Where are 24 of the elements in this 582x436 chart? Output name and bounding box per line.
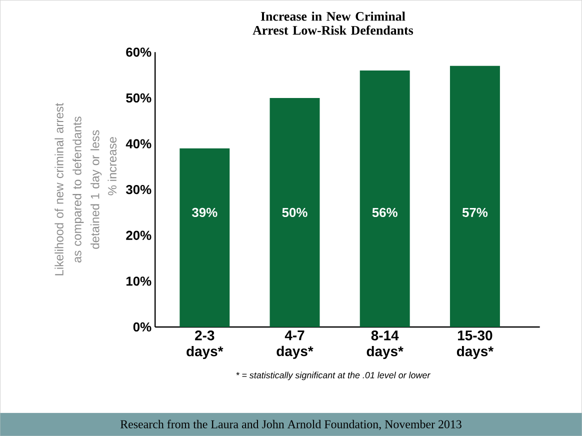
y-tick-label: 60% xyxy=(126,48,152,57)
bar xyxy=(450,66,500,327)
data-label: 50% xyxy=(282,208,308,217)
y-axis-title: Likelihood of new criminal arrest as compared to defendants detained 1 day or less xyxy=(54,102,102,276)
x-tick-label: 4-7 days* xyxy=(276,330,314,359)
bar xyxy=(270,98,320,327)
bar xyxy=(360,70,410,327)
x-tick-label: 8-14 days* xyxy=(366,330,404,359)
data-label: 39% xyxy=(192,208,218,218)
y-tick-label: 30% xyxy=(126,184,152,194)
x-tick-label: 2-3 days* xyxy=(186,330,224,359)
y-tick-label: 0% xyxy=(133,322,152,332)
y-tick-label: 10% xyxy=(126,276,152,286)
y-tick-label: 40% xyxy=(126,139,152,148)
y-tick-label: 20% xyxy=(126,230,152,240)
data-label: 57% xyxy=(462,208,488,217)
text: % increase xyxy=(108,137,117,196)
x-tick-label: 15-30 days* xyxy=(456,330,494,359)
bar xyxy=(180,148,230,327)
data-label: 56% xyxy=(372,208,398,217)
text: Research from the Laura and John Arnold Foundation, November 2013 xyxy=(120,420,462,430)
chart-title: Increase in New Criminal Arrest Low-Risk Defendants xyxy=(252,12,414,35)
text: * = statistically significant at the .01 level or lower xyxy=(236,372,430,380)
y-tick-label: 50% xyxy=(126,93,152,102)
